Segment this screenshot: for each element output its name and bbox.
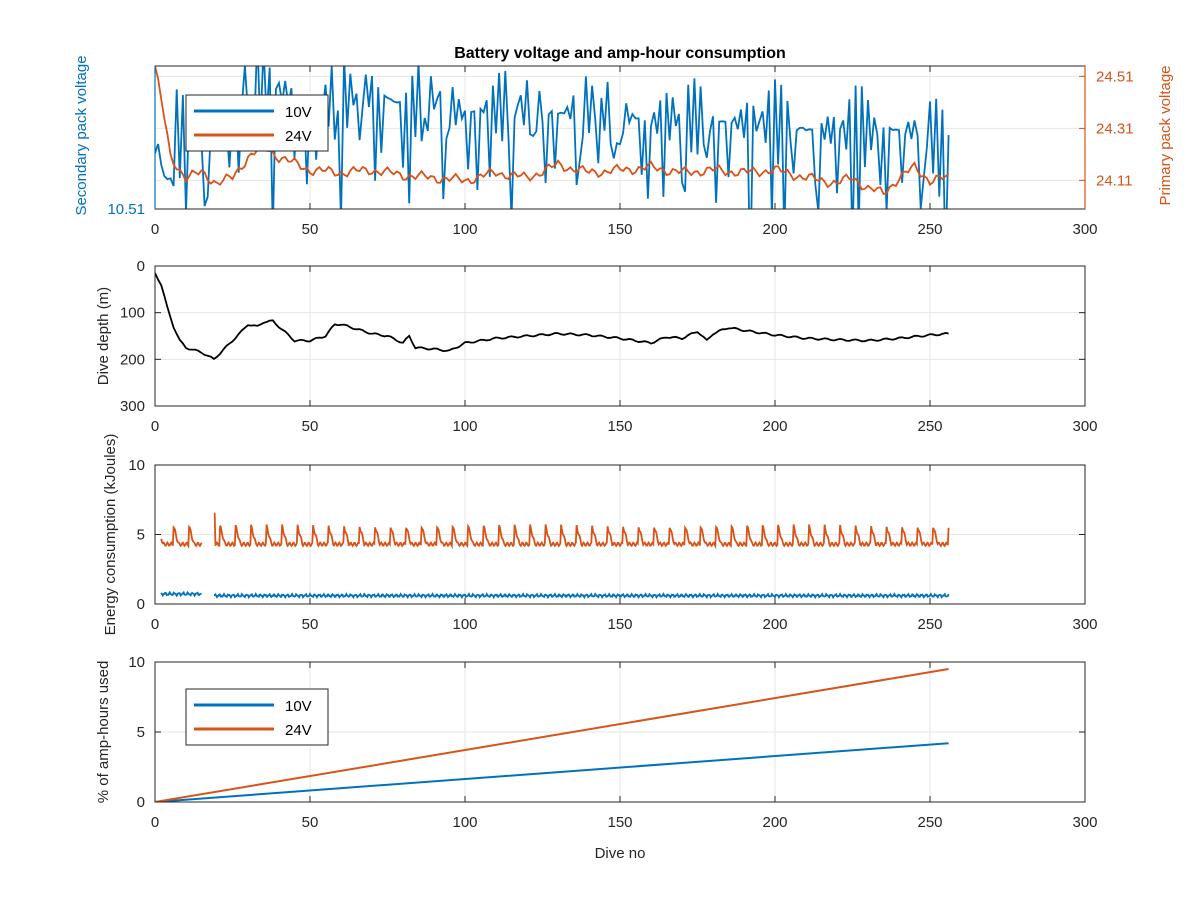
- y-tick-label: 0: [137, 258, 145, 275]
- x-tick-label: 200: [762, 814, 787, 831]
- depth-line: [155, 272, 949, 361]
- legend-label: 24V: [285, 128, 312, 145]
- y-right-tick-label: 24.31: [1096, 120, 1134, 137]
- y-tick-label: 0: [137, 596, 145, 613]
- y-axis-label-right: Primary pack voltage: [1157, 65, 1174, 205]
- x-tick-label: 300: [1072, 814, 1097, 831]
- y-tick-label: 300: [120, 398, 145, 415]
- chart-panel-3: 0 50 100 150 200 250 300 0 5 10 Energy consumption…: [102, 434, 1098, 636]
- series-line-24V: [155, 66, 950, 196]
- plot-area: [155, 66, 950, 209]
- plot-area: [155, 272, 949, 361]
- x-tick-label: 100: [452, 616, 477, 633]
- series-line-10V: [155, 742, 949, 802]
- series-line-24V: [155, 668, 949, 802]
- energy-line-seg-0-1: [213, 512, 950, 550]
- y-tick-label: 200: [120, 351, 145, 368]
- x-tick-label: 100: [452, 814, 477, 831]
- x-tick-label: 150: [607, 814, 632, 831]
- y-axis-label-left: Secondary pack voltage: [73, 55, 90, 215]
- x-axis-label: Dive no: [595, 845, 646, 862]
- x-tick-label: 250: [917, 221, 942, 238]
- chart-panel-1: 0 50 100 150 200 250 300 10.51 24.11 24.31 24.51 Ba…: [73, 45, 1174, 238]
- x-tick-label: 300: [1072, 418, 1097, 435]
- x-tick-label: 50: [302, 221, 319, 238]
- x-tick-label: 250: [917, 616, 942, 633]
- y-right-tick-label: 24.51: [1096, 68, 1134, 85]
- x-tick-label: 150: [607, 616, 632, 633]
- x-tick-label: 150: [607, 418, 632, 435]
- x-tick-label: 300: [1072, 616, 1097, 633]
- x-tick-label: 0: [151, 814, 159, 831]
- x-tick-label: 0: [151, 418, 159, 435]
- x-tick-label: 250: [917, 814, 942, 831]
- energy-line-seg-1-1: [213, 592, 950, 600]
- y-axis-label: Energy consumption (kJoules): [102, 434, 119, 636]
- energy-line-seg-0-0: [160, 524, 203, 550]
- chart-panel-2: 0 50 100 150 200 250 300 0 100 200 300 Dive depth (…: [95, 258, 1098, 435]
- series-line-10V: [155, 66, 950, 209]
- plot-area: [160, 512, 950, 600]
- x-tick-label: 0: [151, 616, 159, 633]
- legend-label: 10V: [285, 698, 312, 715]
- plot-area: [155, 668, 949, 802]
- legend-label: 10V: [285, 104, 312, 121]
- energy-line-seg-1-0: [160, 590, 202, 598]
- x-tick-label: 50: [302, 616, 319, 633]
- legend-box: [185, 688, 329, 746]
- y-axis-label: % of amp-hours used: [95, 661, 112, 804]
- x-tick-label: 200: [762, 616, 787, 633]
- x-tick-label: 0: [151, 221, 159, 238]
- chart-title: Battery voltage and amp-hour consumption: [454, 45, 786, 62]
- chart-panel-4: 0 50 100 150 200 250 300 0 5 10 % of amp-hours use…: [95, 654, 1098, 862]
- x-tick-label: 200: [762, 221, 787, 238]
- legend-label: 24V: [285, 722, 312, 739]
- y-tick-label: 100: [120, 305, 145, 322]
- y-axis-label: Dive depth (m): [95, 287, 112, 385]
- x-tick-label: 150: [607, 221, 632, 238]
- x-tick-label: 100: [452, 221, 477, 238]
- x-tick-label: 50: [302, 418, 319, 435]
- x-tick-label: 300: [1072, 221, 1097, 238]
- x-tick-label: 50: [302, 814, 319, 831]
- y-tick-label: 10: [128, 457, 145, 474]
- y-tick-label: 5: [137, 527, 145, 544]
- y-tick-label: 10.51: [107, 201, 145, 218]
- x-tick-label: 200: [762, 418, 787, 435]
- legend-box: [185, 94, 329, 152]
- x-tick-label: 100: [452, 418, 477, 435]
- y-tick-label: 0: [137, 794, 145, 811]
- y-tick-label: 5: [137, 724, 145, 741]
- y-right-tick-label: 24.11: [1096, 172, 1132, 189]
- y-tick-label: 10: [128, 654, 145, 671]
- x-tick-label: 250: [917, 418, 942, 435]
